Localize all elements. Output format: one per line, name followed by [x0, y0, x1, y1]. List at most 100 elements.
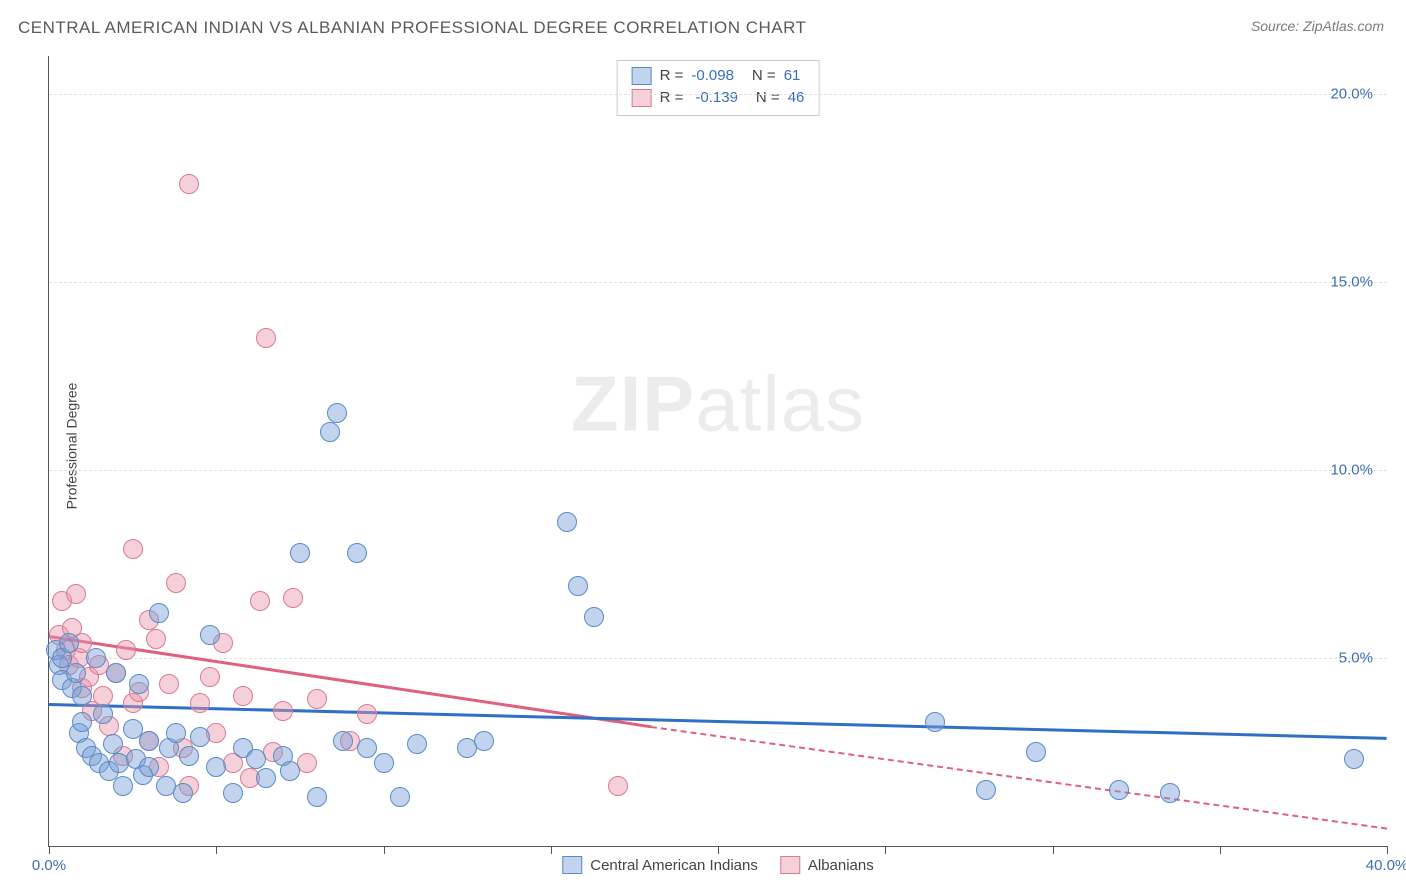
- stat-n-label: N =: [756, 87, 780, 109]
- marker-series1: [103, 734, 123, 754]
- marker-series1: [93, 704, 113, 724]
- marker-series1: [86, 648, 106, 668]
- gridline: [49, 94, 1387, 95]
- y-tick-label: 20.0%: [1330, 85, 1373, 102]
- stat-r-label: R =: [660, 65, 684, 87]
- stat-r-value-2: -0.139: [695, 87, 738, 109]
- marker-series2: [66, 584, 86, 604]
- x-tick: [1220, 846, 1221, 854]
- marker-series1: [976, 780, 996, 800]
- marker-series2: [206, 723, 226, 743]
- gridline: [49, 658, 1387, 659]
- chart-frame: CENTRAL AMERICAN INDIAN VS ALBANIAN PROF…: [0, 0, 1406, 892]
- marker-series1: [307, 787, 327, 807]
- stat-n-label: N =: [752, 65, 776, 87]
- legend-label-series2: Albanians: [808, 857, 874, 874]
- marker-series1: [374, 753, 394, 773]
- stat-r-value-1: -0.098: [691, 65, 734, 87]
- y-tick-label: 15.0%: [1330, 273, 1373, 290]
- marker-series1: [59, 633, 79, 653]
- marker-series2: [159, 674, 179, 694]
- marker-series2: [273, 701, 293, 721]
- marker-series2: [179, 174, 199, 194]
- marker-series2: [93, 686, 113, 706]
- x-tick: [551, 846, 552, 854]
- swatch-series2: [632, 89, 652, 107]
- marker-series1: [206, 757, 226, 777]
- marker-series1: [327, 403, 347, 423]
- marker-series2: [123, 539, 143, 559]
- chart-title: CENTRAL AMERICAN INDIAN VS ALBANIAN PROF…: [18, 18, 806, 38]
- marker-series1: [474, 731, 494, 751]
- marker-series1: [1344, 749, 1364, 769]
- stats-row-series1: R = -0.098 N = 61: [632, 65, 805, 87]
- marker-series1: [1026, 742, 1046, 762]
- legend-item-series2: Albanians: [780, 856, 874, 874]
- x-tick: [885, 846, 886, 854]
- marker-series1: [166, 723, 186, 743]
- bottom-legend: Central American Indians Albanians: [562, 856, 873, 874]
- marker-series2: [146, 629, 166, 649]
- legend-label-series1: Central American Indians: [590, 857, 758, 874]
- marker-series1: [246, 749, 266, 769]
- marker-series1: [407, 734, 427, 754]
- marker-series1: [173, 783, 193, 803]
- marker-series1: [113, 776, 133, 796]
- marker-series1: [66, 663, 86, 683]
- swatch-series1: [632, 67, 652, 85]
- gridline: [49, 282, 1387, 283]
- x-tick: [49, 846, 50, 854]
- marker-series1: [149, 603, 169, 623]
- marker-series2: [233, 686, 253, 706]
- marker-series2: [166, 573, 186, 593]
- marker-series1: [1109, 780, 1129, 800]
- marker-series2: [200, 667, 220, 687]
- marker-series1: [139, 731, 159, 751]
- stat-n-value-2: 46: [788, 87, 805, 109]
- marker-series2: [250, 591, 270, 611]
- gridline: [49, 470, 1387, 471]
- x-tick: [1053, 846, 1054, 854]
- marker-series1: [584, 607, 604, 627]
- x-tick-label: 0.0%: [32, 857, 66, 874]
- marker-series2: [190, 693, 210, 713]
- plot-area: ZIPatlas R = -0.098 N = 61 R = -0.139 N …: [48, 56, 1387, 847]
- swatch-series2: [780, 856, 800, 874]
- marker-series1: [72, 686, 92, 706]
- marker-series1: [347, 543, 367, 563]
- marker-series1: [357, 738, 377, 758]
- marker-series1: [179, 746, 199, 766]
- marker-series1: [106, 663, 126, 683]
- marker-series1: [280, 761, 300, 781]
- marker-series1: [925, 712, 945, 732]
- marker-series1: [390, 787, 410, 807]
- x-tick-label: 40.0%: [1366, 857, 1406, 874]
- marker-series2: [307, 689, 327, 709]
- stat-n-value-1: 61: [784, 65, 801, 87]
- marker-series1: [200, 625, 220, 645]
- x-tick: [384, 846, 385, 854]
- marker-series2: [357, 704, 377, 724]
- y-tick-label: 5.0%: [1339, 649, 1373, 666]
- source-credit: Source: ZipAtlas.com: [1251, 18, 1384, 34]
- marker-series1: [129, 674, 149, 694]
- marker-series1: [256, 768, 276, 788]
- marker-series1: [139, 757, 159, 777]
- marker-series1: [223, 783, 243, 803]
- swatch-series1: [562, 856, 582, 874]
- marker-series1: [320, 422, 340, 442]
- stats-legend-box: R = -0.098 N = 61 R = -0.139 N = 46: [617, 60, 820, 116]
- marker-series2: [283, 588, 303, 608]
- marker-series1: [557, 512, 577, 532]
- marker-series2: [256, 328, 276, 348]
- marker-series2: [116, 640, 136, 660]
- stats-row-series2: R = -0.139 N = 46: [632, 87, 805, 109]
- marker-series1: [72, 712, 92, 732]
- marker-series1: [290, 543, 310, 563]
- marker-series1: [1160, 783, 1180, 803]
- y-tick-label: 10.0%: [1330, 461, 1373, 478]
- trend-line: [651, 726, 1387, 830]
- x-tick: [1387, 846, 1388, 854]
- marker-series1: [568, 576, 588, 596]
- watermark: ZIPatlas: [571, 358, 865, 449]
